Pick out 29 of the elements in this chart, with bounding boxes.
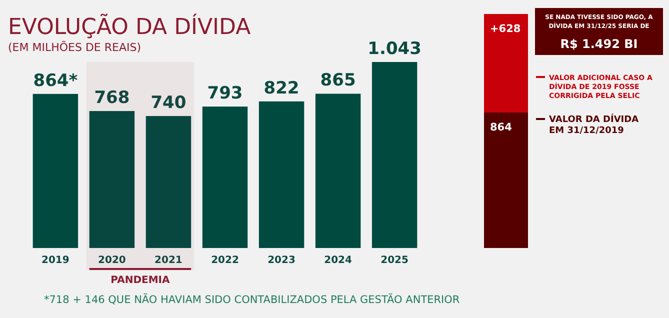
data-label: 1.043 bbox=[368, 39, 422, 59]
bar bbox=[258, 101, 304, 248]
bar bbox=[32, 94, 78, 248]
legend-label: VALOR DA DÍVIDA EM 31/12/2019 bbox=[549, 113, 639, 136]
data-label: 768 bbox=[94, 88, 130, 108]
bar bbox=[146, 116, 192, 248]
x-tick-label: 2022 bbox=[211, 255, 239, 266]
band-label: PANDEMIA bbox=[110, 275, 170, 286]
chart-subtitle: (EM MILHÕES DE REAIS) bbox=[8, 40, 142, 54]
data-label: +628 bbox=[490, 23, 521, 35]
data-label: 822 bbox=[264, 78, 300, 98]
chart-title: EVOLUÇÃO DA DÍVIDA bbox=[8, 13, 251, 40]
bar bbox=[89, 111, 135, 248]
data-label: 864 bbox=[490, 121, 512, 134]
data-label: 793 bbox=[207, 84, 243, 104]
x-tick-label: 2024 bbox=[324, 255, 352, 266]
data-label: 864* bbox=[33, 70, 78, 91]
x-tick-label: 2025 bbox=[380, 255, 409, 266]
bar bbox=[372, 62, 418, 248]
x-tick-label: 2019 bbox=[42, 255, 70, 266]
data-label: 740 bbox=[150, 93, 186, 114]
text: *718 + 146 QUE NÃO HAVIAM SIDO CONTABILIZADOS PELA GESTÃO ANTERIOR bbox=[44, 293, 460, 306]
data-label: 865 bbox=[320, 70, 356, 91]
bar bbox=[202, 106, 248, 248]
bar bbox=[315, 94, 361, 248]
x-tick-label: 2021 bbox=[154, 255, 182, 266]
text: R$ 1.492 BI bbox=[560, 37, 638, 51]
x-tick-label: 2020 bbox=[98, 255, 126, 266]
x-tick-label: 2023 bbox=[268, 255, 296, 266]
